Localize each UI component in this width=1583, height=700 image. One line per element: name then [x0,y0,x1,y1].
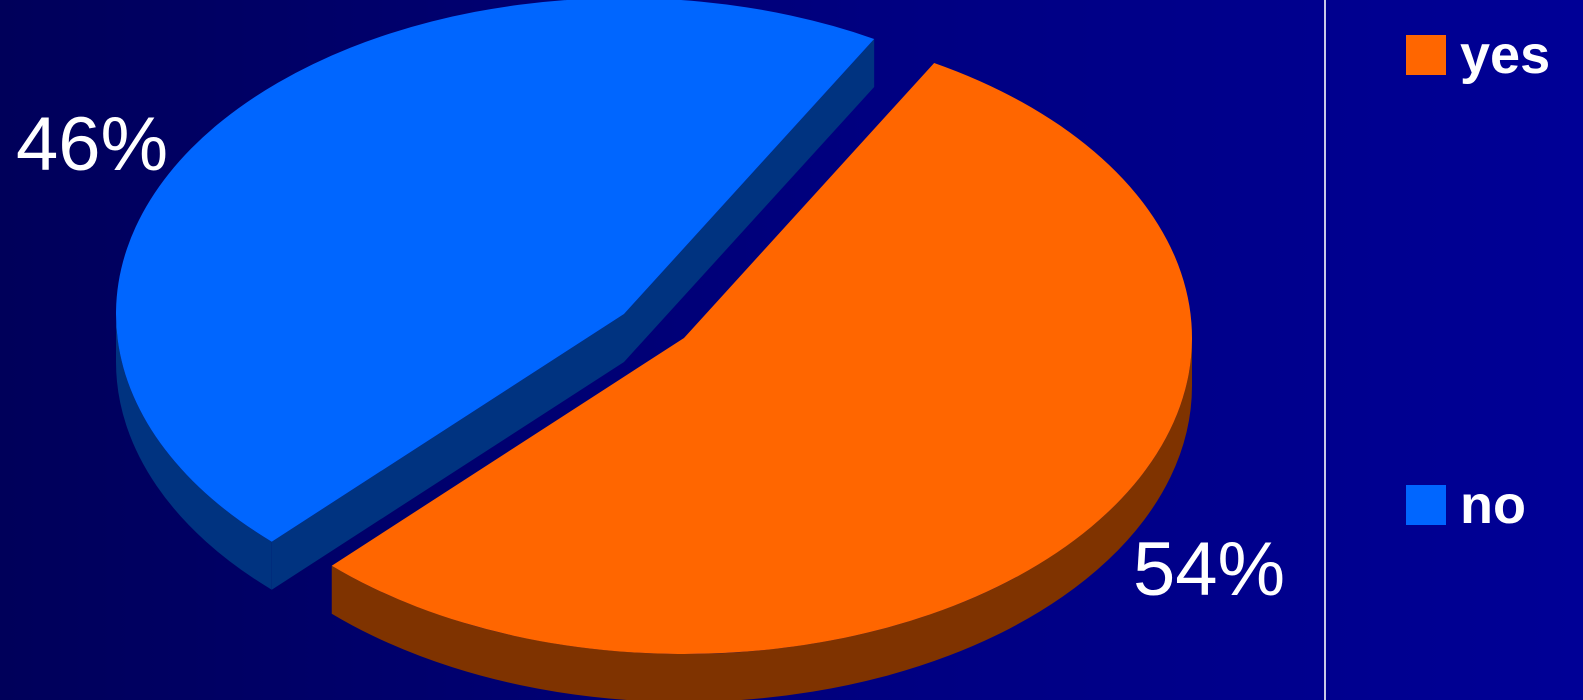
data-label-yes: 54% [1133,527,1285,612]
data-label-no: 46% [16,102,168,187]
pie-slice-yes[interactable] [331,62,1192,700]
legend: yes no [1406,0,1583,700]
legend-label-no: no [1460,475,1526,535]
legend-label-yes: yes [1460,25,1551,85]
legend-swatch-no [1406,485,1446,525]
plot-divider-line [1324,0,1326,700]
legend-item-no: no [1406,478,1526,532]
pie-slice-no[interactable] [116,0,875,590]
legend-swatch-yes [1406,35,1446,75]
pie-slice-yes-top [331,62,1192,654]
pie-slice-no-cut-face [271,38,875,590]
pie-slice-no-top [116,0,875,542]
pie-slice-no-side [116,314,272,590]
pie-slice-yes-side [331,338,1192,700]
legend-item-yes: yes [1406,28,1550,82]
